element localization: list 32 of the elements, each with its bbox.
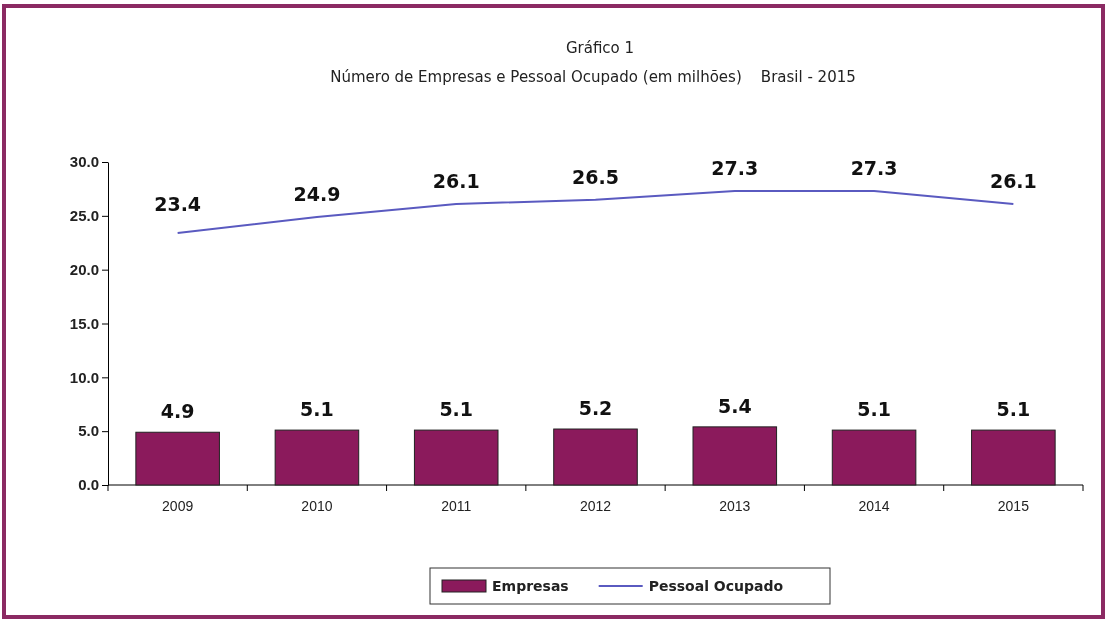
data-label: 26.1 — [432, 169, 480, 192]
x-tick-label: 2014 — [858, 497, 890, 514]
x-tick-label: 2013 — [719, 497, 751, 514]
y-tick-label: 25.0 — [69, 207, 99, 225]
x-tick-label: 2010 — [301, 497, 333, 514]
x-tick-label: 2009 — [162, 497, 194, 514]
y-tick-label: 5.0 — [78, 422, 99, 440]
legend-label: Empresas — [492, 578, 569, 594]
data-label: 27.3 — [711, 157, 759, 180]
y-tick-label: 10.0 — [69, 368, 99, 386]
x-tick-label: 2015 — [997, 497, 1030, 514]
data-label: 26.5 — [572, 165, 619, 188]
y-tick-label: 30.0 — [69, 153, 99, 171]
y-tick-label: 20.0 — [69, 260, 99, 278]
y-tick-label: 15.0 — [69, 314, 99, 332]
data-label: 5.1 — [996, 398, 1031, 421]
data-label: 4.9 — [160, 400, 195, 423]
data-label: 23.4 — [154, 193, 202, 216]
data-label: 24.9 — [293, 182, 341, 205]
x-tick-label: 2011 — [441, 497, 472, 514]
x-tick-label: 2012 — [579, 497, 612, 514]
legend-label: Pessoal Ocupado — [648, 578, 784, 594]
data-label: 5.1 — [857, 398, 891, 421]
data-label: 5.1 — [300, 398, 334, 421]
data-label: 5.1 — [439, 398, 474, 421]
chart-subtitle: Número de Empresas e Pessoal Ocupado (em milhões) Brasil - 2015 — [330, 68, 856, 86]
data-label: 27.3 — [850, 157, 898, 180]
chart-title: Gráfico 1 — [565, 39, 635, 57]
y-tick-label: 0.0 — [78, 476, 99, 494]
data-label: 26.1 — [989, 169, 1037, 192]
data-label: 5.4 — [717, 394, 752, 417]
data-label: 5.2 — [578, 397, 613, 420]
